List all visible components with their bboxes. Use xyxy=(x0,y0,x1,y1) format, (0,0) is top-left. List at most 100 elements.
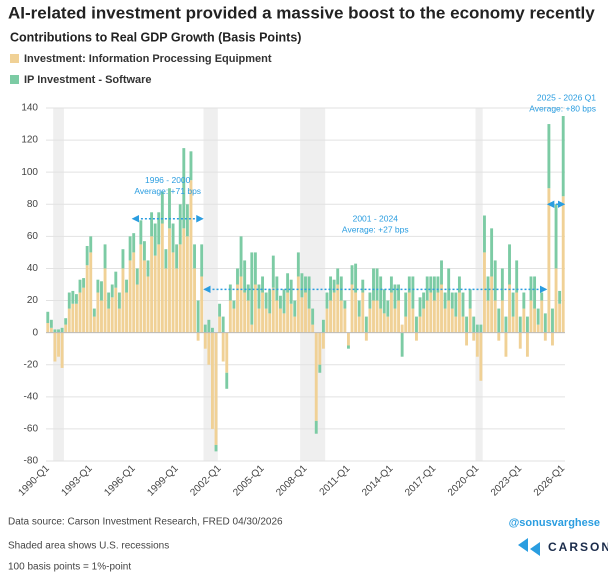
bar xyxy=(228,284,232,301)
bar xyxy=(153,255,157,333)
bar xyxy=(436,276,440,293)
bar xyxy=(404,316,408,333)
bar xyxy=(386,300,390,317)
bar xyxy=(178,204,182,245)
bar xyxy=(153,223,157,256)
bar xyxy=(64,318,68,325)
bar xyxy=(218,316,222,333)
legend-label: IP Investment - Software xyxy=(24,74,152,86)
bar xyxy=(203,332,207,349)
recession-shade xyxy=(203,108,218,461)
bar xyxy=(357,316,361,333)
bar xyxy=(411,308,415,333)
bar xyxy=(339,300,343,333)
bar xyxy=(343,300,347,309)
bar xyxy=(500,268,504,301)
bar xyxy=(289,303,293,333)
bar xyxy=(135,284,139,333)
x-tick-label: 2014-Q1 xyxy=(360,463,396,499)
bar xyxy=(393,308,397,333)
y-tick-label: -80 xyxy=(24,456,39,467)
bar xyxy=(347,332,350,346)
bar xyxy=(296,252,300,277)
bar xyxy=(121,249,125,269)
y-tick-label: 60 xyxy=(27,231,39,242)
bar xyxy=(372,300,375,333)
bar xyxy=(325,292,329,309)
bar xyxy=(311,324,315,333)
bar xyxy=(461,316,465,333)
bar xyxy=(508,244,511,285)
bar xyxy=(264,292,268,309)
x-tick-label: 2026-Q1 xyxy=(532,463,568,499)
bar xyxy=(415,332,418,341)
bar xyxy=(164,249,168,269)
bar xyxy=(250,252,254,325)
bar xyxy=(361,279,365,293)
recession-shade xyxy=(53,108,64,461)
bar xyxy=(160,223,164,333)
bar xyxy=(282,313,286,333)
bar xyxy=(525,316,529,333)
logo-text: CARSON xyxy=(548,540,608,554)
bar xyxy=(318,364,322,373)
bar xyxy=(114,287,118,333)
legend-swatch xyxy=(10,54,19,63)
annotation-period: 2025 - 2026 Q1 xyxy=(537,92,596,102)
bar xyxy=(60,332,64,368)
bar xyxy=(264,308,268,333)
bar xyxy=(232,300,236,309)
bar xyxy=(497,308,501,333)
bar xyxy=(321,332,325,349)
bar xyxy=(321,319,325,333)
bar xyxy=(533,276,537,309)
chart-subtitle: Contributions to Real GDP Growth (Basis … xyxy=(10,30,301,44)
bar xyxy=(554,268,558,333)
bar xyxy=(429,292,433,333)
bar xyxy=(382,313,386,333)
bar xyxy=(300,297,304,333)
bar xyxy=(307,276,311,309)
bar xyxy=(529,276,533,301)
bar xyxy=(286,292,290,333)
bar xyxy=(536,308,540,325)
bar xyxy=(78,292,82,333)
bar xyxy=(447,300,451,333)
x-tick-label: 2017-Q1 xyxy=(403,463,439,499)
bar xyxy=(515,260,519,293)
bar xyxy=(92,308,96,317)
bar xyxy=(57,329,60,333)
bar xyxy=(82,278,86,288)
bar xyxy=(282,289,286,314)
bar xyxy=(397,300,401,333)
bar xyxy=(472,332,476,341)
bar xyxy=(357,300,361,317)
bar xyxy=(490,228,494,277)
bar xyxy=(279,308,282,333)
bar xyxy=(178,244,182,333)
bar xyxy=(103,244,107,269)
bar xyxy=(67,292,71,309)
bar xyxy=(472,316,476,333)
x-tick-label: 2023-Q1 xyxy=(489,463,525,499)
bar xyxy=(551,332,554,346)
bar xyxy=(354,263,358,293)
bar xyxy=(486,276,490,301)
bar xyxy=(232,308,236,333)
bar xyxy=(407,276,411,293)
bar xyxy=(336,268,340,285)
bar xyxy=(261,276,264,293)
y-tick-label: 80 xyxy=(27,199,39,210)
bar xyxy=(228,300,232,333)
bar xyxy=(529,300,533,333)
bar xyxy=(504,332,508,357)
bar xyxy=(465,332,469,346)
bar xyxy=(236,268,239,285)
bar xyxy=(540,292,544,301)
bar xyxy=(318,332,322,365)
bar xyxy=(386,316,390,333)
bar xyxy=(142,260,146,333)
bar xyxy=(429,276,433,293)
bar xyxy=(92,316,96,333)
bar xyxy=(107,292,111,309)
